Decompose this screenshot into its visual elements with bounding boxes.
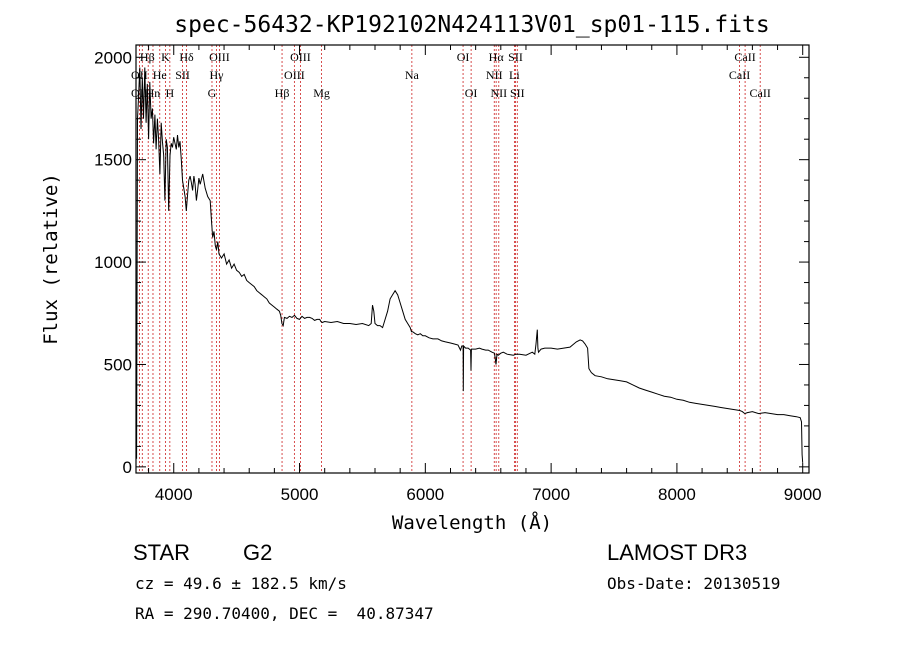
line-label-10: He [153, 68, 167, 82]
y-tick-label-4: 2000 [94, 48, 132, 67]
redshift-readout: cz = 49.6 ± 182.5 km/s [135, 574, 347, 593]
x-tick-label-1: 5000 [281, 485, 319, 504]
coordinates: RA = 290.70400, DEC = 40.87347 [135, 604, 434, 623]
y-tick-label-0: 0 [123, 458, 132, 477]
x-tick-label-4: 8000 [658, 485, 696, 504]
survey-name: LAMOST DR3 [607, 540, 747, 565]
y-tick-label-3: 1500 [94, 151, 132, 170]
line-label-2: Hδ [179, 50, 194, 64]
line-label-23: Mg [313, 86, 330, 100]
y-tick-label-2: 1000 [94, 253, 132, 272]
line-markers [138, 45, 761, 473]
line-label-0: Hβ [140, 50, 155, 64]
object-subclass: G2 [243, 540, 272, 565]
line-label-5: OI [457, 50, 470, 64]
line-label-1: K [161, 50, 170, 64]
chart-title: spec-56432-KP192102N424113V01_sp01-115.f… [174, 12, 769, 38]
line-label-15: NII [486, 68, 503, 82]
y-axis: 0 500 1000 1500 2000 [94, 48, 809, 477]
line-label-3: OIII [209, 50, 230, 64]
plot-frame [135, 44, 810, 474]
line-label-17: CaII [729, 68, 750, 82]
line-label-7: SII [508, 50, 523, 64]
line-label-4: OIII [290, 50, 311, 64]
object-class: STAR [133, 540, 190, 565]
y-tick-label-1: 500 [104, 355, 132, 374]
obs-date: Obs-Date: 20130519 [607, 574, 780, 593]
x-axis-label: Wavelength (Å) [392, 511, 552, 534]
x-tick-label-0: 4000 [155, 485, 193, 504]
line-label-22: Hβ [275, 86, 290, 100]
spectrum-series-line [135, 67, 804, 463]
line-label-13: OIII [284, 68, 305, 82]
line-label-8: CaII [734, 50, 755, 64]
x-tick-label-3: 7000 [532, 485, 570, 504]
line-label-12: Hγ [210, 68, 225, 82]
line-label-20: H [166, 86, 175, 100]
line-label-11: SII [175, 68, 190, 82]
line-label-25: NII [490, 86, 507, 100]
x-axis: 4000 5000 6000 7000 8000 9000 [148, 45, 822, 504]
line-label-21: G [208, 86, 217, 100]
y-axis-label: Flux (relative) [40, 173, 62, 345]
x-tick-label-5: 9000 [784, 485, 822, 504]
line-label-24: OI [465, 86, 478, 100]
line-label-6: Hα [489, 50, 505, 64]
line-label-16: Li [509, 68, 520, 82]
line-label-14: Na [405, 68, 420, 82]
line-label-26: SII [510, 86, 525, 100]
line-label-27: CaII [750, 86, 771, 100]
x-tick-label-2: 6000 [406, 485, 444, 504]
